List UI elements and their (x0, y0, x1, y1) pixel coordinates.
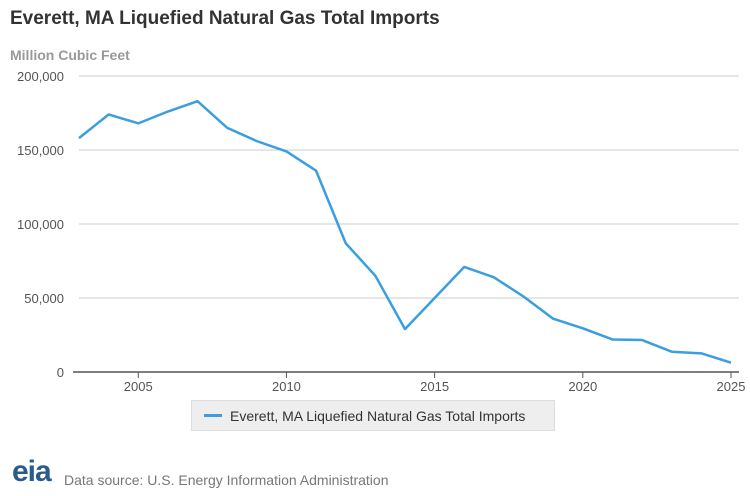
x-tick-label: 2020 (568, 379, 597, 394)
legend-swatch (204, 414, 222, 417)
series-line (78, 99, 732, 364)
data-source: Data source: U.S. Energy Information Adm… (64, 472, 389, 488)
x-tick-label: 2005 (124, 379, 153, 394)
y-tick-label: 0 (57, 365, 64, 380)
eia-logo: eia (12, 455, 52, 488)
y-tick-label: 100,000 (17, 217, 64, 232)
y-axis-label: Million Cubic Feet (10, 47, 130, 63)
x-tick-label: 2015 (420, 379, 449, 394)
legend-label: Everett, MA Liquefied Natural Gas Total … (230, 407, 526, 424)
x-tick-label: 2025 (717, 379, 746, 394)
chart-title: Everett, MA Liquefied Natural Gas Total … (10, 8, 440, 29)
x-tick-label: 2010 (272, 379, 301, 394)
line-chart: 0 50,000 100,000 150,000 200,000 2005 2010 2015… (17, 69, 746, 394)
y-tick-label: 50,000 (24, 291, 64, 306)
y-tick-label: 200,000 (17, 69, 64, 84)
legend[interactable]: Everett, MA Liquefied Natural Gas Total … (191, 400, 555, 431)
y-tick-label: 150,000 (17, 143, 64, 158)
